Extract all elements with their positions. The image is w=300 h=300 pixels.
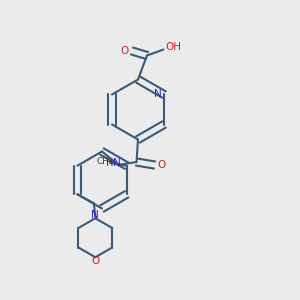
Text: N: N	[154, 89, 162, 100]
Text: CH₃: CH₃	[97, 157, 113, 166]
Text: O: O	[91, 256, 99, 266]
Text: O: O	[120, 46, 129, 56]
Text: H: H	[106, 158, 113, 169]
Text: OH: OH	[165, 42, 181, 52]
Text: N: N	[113, 158, 121, 169]
Text: N: N	[92, 210, 99, 220]
Text: O: O	[158, 160, 166, 170]
